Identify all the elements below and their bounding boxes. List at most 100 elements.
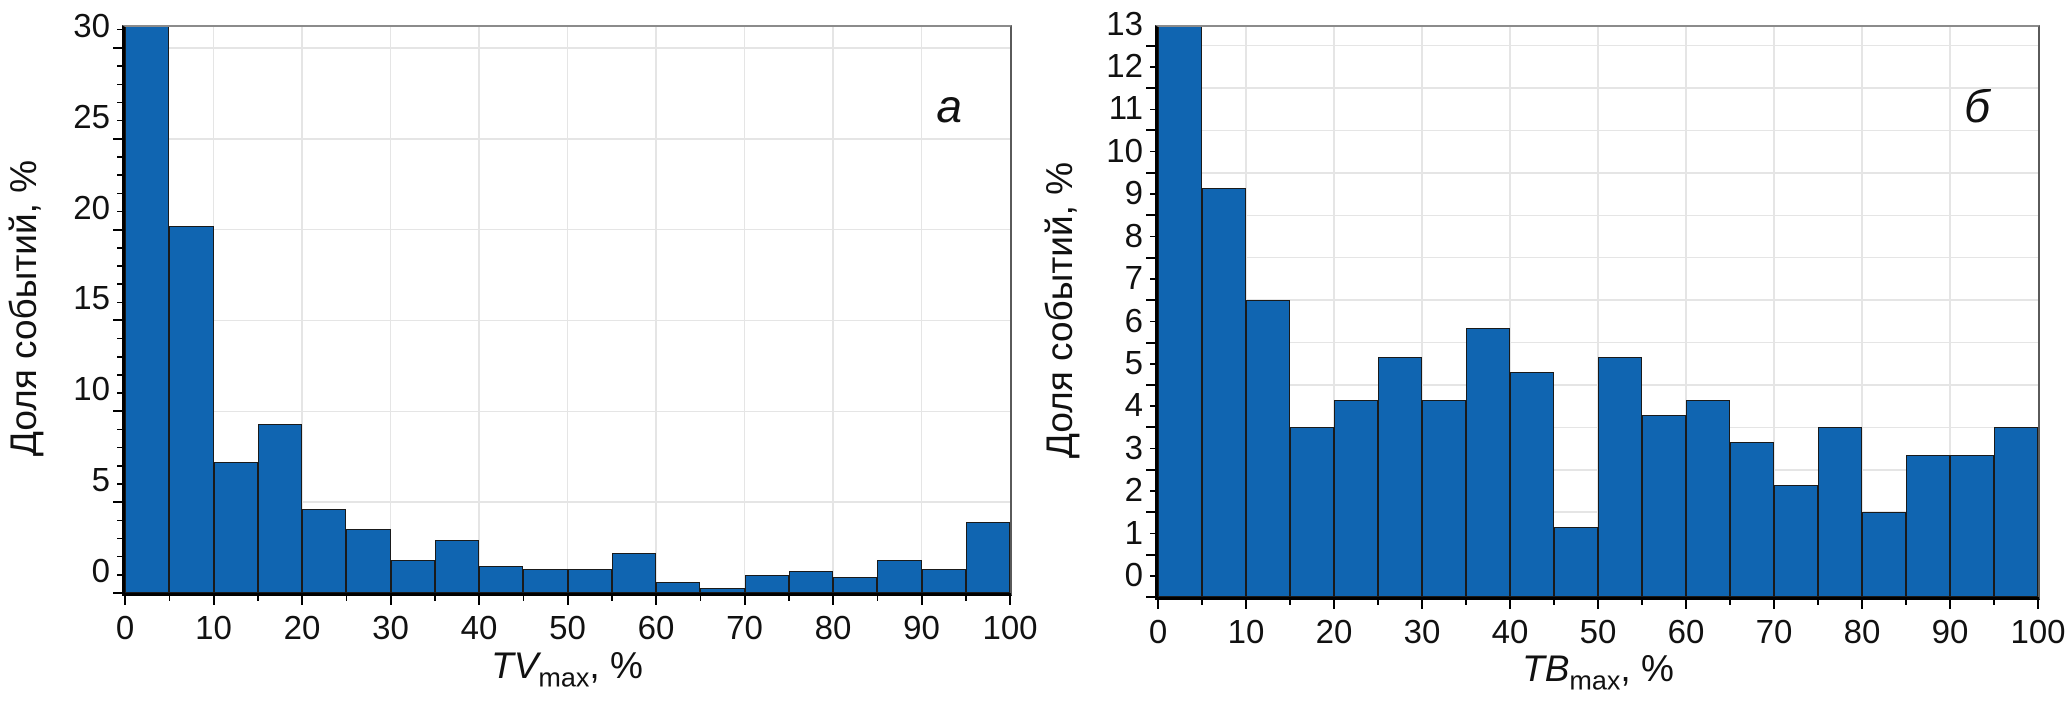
- histogram-bar: [346, 529, 391, 593]
- x-major-tick: [478, 593, 480, 605]
- histogram-bar: [921, 569, 966, 593]
- y-tick-label: 12: [1106, 47, 1143, 85]
- vertical-gridline: [1773, 27, 1775, 597]
- y-axis-title: Доля событий, %: [1039, 161, 1080, 459]
- histogram-bar: [965, 522, 1010, 593]
- y-minor-tick: [117, 192, 125, 195]
- vertical-gridline: [743, 27, 746, 593]
- x-minor-tick: [1729, 597, 1731, 605]
- y-tick-label: 20: [73, 188, 110, 226]
- y-minor-tick: [1150, 405, 1158, 407]
- x-major-tick: [566, 593, 569, 605]
- y-minor-tick: [117, 265, 125, 267]
- x-minor-tick: [1289, 597, 1291, 605]
- histogram-bar: [1334, 399, 1378, 597]
- y-major-tick: [113, 319, 125, 322]
- vertical-gridline: [212, 27, 215, 593]
- y-tick-label: 9: [1124, 174, 1143, 212]
- x-major-tick: [1421, 597, 1423, 609]
- x-minor-tick: [1465, 597, 1467, 605]
- x-tick-label: 70: [1755, 613, 1793, 650]
- x-major-tick: [1773, 597, 1775, 609]
- x-major-tick: [1157, 597, 1159, 609]
- histogram-bar: [833, 576, 878, 593]
- histogram-bar: [390, 560, 435, 593]
- x-minor-tick: [522, 593, 524, 601]
- y-minor-tick: [117, 156, 125, 158]
- x-tick-label: 80: [814, 609, 852, 646]
- x-tick-label: 50: [1579, 613, 1617, 650]
- y-minor-tick: [1150, 66, 1158, 68]
- x-tick-label: 90: [1931, 613, 1969, 650]
- x-major-tick: [920, 593, 923, 605]
- x-tick-label: 30: [372, 609, 409, 646]
- histogram-bar: [1774, 484, 1818, 597]
- y-tick-label: 0: [91, 552, 110, 589]
- plot-area: a 0 10 20 30 40 50 60 70 80 90 100 0 5 10 15 20 25 30: [73, 7, 1037, 646]
- y-tick-label: 11: [1108, 89, 1143, 127]
- x-major-tick: [1009, 593, 1011, 605]
- y-tick-label: 10: [73, 370, 110, 408]
- histogram-bar: [479, 565, 524, 593]
- x-tick-label: 10: [195, 609, 232, 646]
- y-tick-label: 6: [1124, 301, 1143, 339]
- histogram-bar: [1202, 187, 1246, 597]
- vertical-gridline: [1509, 27, 1511, 597]
- y-tick-label: 8: [1124, 216, 1143, 254]
- histogram-bar: [1818, 427, 1862, 597]
- y-major-tick: [1146, 341, 1158, 344]
- y-major-tick: [1146, 87, 1158, 90]
- plot-area: б 0 10 20 30 40 50 60 70 80 90 100 0 1 2 3 4 5 6 7 8 9 10 11 12…: [1106, 5, 2065, 650]
- histogram-bar: [611, 553, 656, 593]
- x-tick-label: 100: [2010, 613, 2066, 650]
- histogram-bar: [788, 571, 833, 593]
- x-tick-label: 60: [1667, 613, 1705, 650]
- y-tick-label: 25: [73, 97, 110, 135]
- y-tick-label: 15: [73, 279, 110, 317]
- y-tick-label: 4: [1124, 386, 1143, 424]
- x-tick-label: 30: [1403, 613, 1441, 650]
- x-major-tick: [2037, 597, 2039, 609]
- histogram-bar: [302, 509, 347, 593]
- histogram-bar: [1686, 399, 1730, 597]
- histogram-bar: [1510, 372, 1554, 597]
- x-major-tick: [655, 593, 657, 605]
- vertical-gridline: [301, 27, 303, 593]
- y-major-tick: [113, 410, 125, 413]
- histogram-panel-a: Доля событий, % a 0 10 20 30 40 50 60 70 80 90 100…: [3, 7, 1038, 691]
- y-major-tick: [113, 137, 125, 140]
- y-major-tick: [113, 228, 125, 231]
- x-axis-title: TBmax, %: [1522, 648, 1674, 694]
- x-tick-label: 0: [1148, 613, 1168, 650]
- y-minor-tick: [117, 555, 125, 558]
- x-major-tick: [124, 593, 126, 605]
- x-major-tick: [1245, 597, 1247, 609]
- x-major-tick: [301, 593, 303, 605]
- histogram-bar: [213, 462, 258, 593]
- y-major-tick: [113, 501, 125, 504]
- histogram-bar: [257, 424, 302, 593]
- y-minor-tick: [117, 483, 125, 485]
- vertical-gridline: [1597, 27, 1599, 597]
- y-minor-tick: [117, 174, 125, 176]
- vertical-gridline: [1333, 27, 1335, 597]
- y-minor-tick: [117, 301, 125, 304]
- x-minor-tick: [611, 593, 613, 601]
- histogram-bar: [567, 569, 612, 593]
- histogram-bar: [1598, 357, 1642, 597]
- y-tick-label: 5: [91, 461, 110, 499]
- x-minor-tick: [1641, 597, 1643, 605]
- y-minor-tick: [117, 28, 125, 31]
- histogram-bar: [169, 225, 214, 593]
- x-minor-tick: [1817, 597, 1819, 605]
- histogram-bar: [1422, 399, 1466, 597]
- y-minor-tick: [117, 283, 125, 285]
- x-minor-tick: [168, 593, 170, 601]
- x-minor-tick: [1553, 597, 1555, 605]
- histogram-bar: [1906, 454, 1950, 597]
- y-major-tick: [1146, 511, 1158, 514]
- x-major-tick: [832, 593, 834, 605]
- y-minor-tick: [117, 101, 125, 104]
- x-minor-tick: [788, 593, 790, 601]
- y-major-tick: [1146, 256, 1158, 259]
